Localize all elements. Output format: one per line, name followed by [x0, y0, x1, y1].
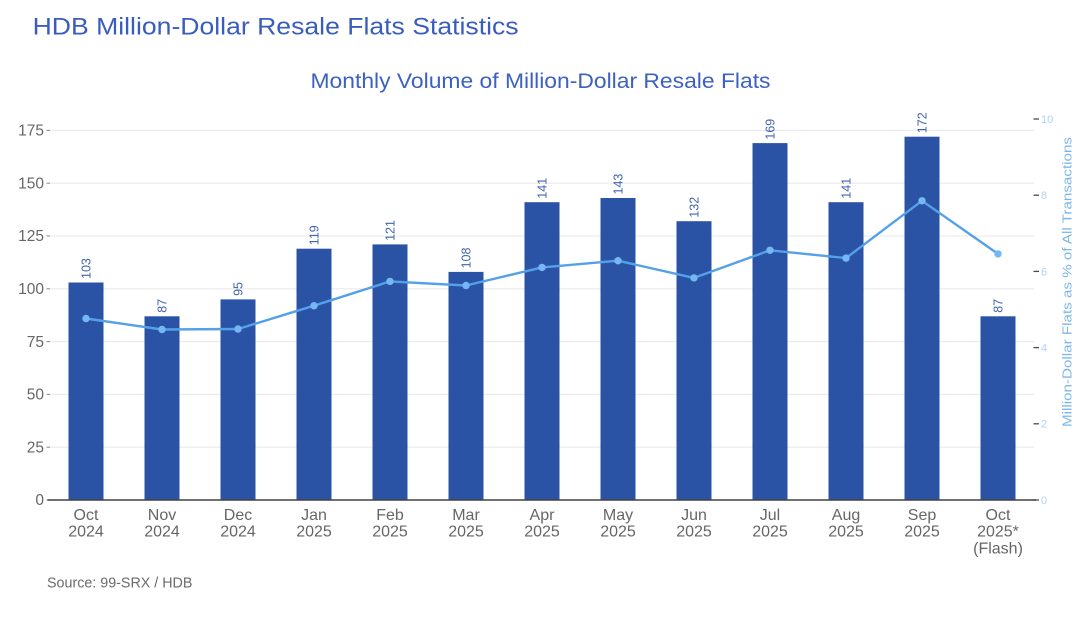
svg-text:2025: 2025	[828, 524, 864, 541]
svg-text:Nov: Nov	[148, 507, 176, 524]
svg-text:Oct: Oct	[986, 507, 1011, 524]
svg-text:Jan: Jan	[301, 507, 327, 524]
svg-text:Monthly Volume of Million-Doll: Monthly Volume of Million-Dollar Resale …	[311, 70, 771, 93]
svg-text:2: 2	[1041, 419, 1047, 431]
svg-text:50: 50	[27, 387, 45, 404]
svg-text:10: 10	[1041, 114, 1053, 126]
svg-text:Source: 99-SRX / HDB: Source: 99-SRX / HDB	[47, 576, 192, 592]
svg-text:2024: 2024	[220, 524, 256, 541]
svg-text:103: 103	[80, 258, 94, 279]
svg-text:169: 169	[764, 119, 778, 140]
svg-text:2025: 2025	[296, 524, 332, 541]
svg-text:(Flash): (Flash)	[973, 541, 1023, 558]
svg-text:Aug: Aug	[832, 507, 860, 524]
svg-text:150: 150	[18, 175, 44, 192]
svg-text:Jun: Jun	[681, 507, 707, 524]
svg-text:87: 87	[992, 299, 1006, 313]
svg-text:HDB Million-Dollar Resale Flat: HDB Million-Dollar Resale Flats Statisti…	[33, 14, 519, 41]
svg-text:175: 175	[18, 123, 44, 140]
svg-text:121: 121	[384, 220, 398, 241]
svg-text:75: 75	[27, 334, 44, 351]
svg-text:2025: 2025	[904, 524, 940, 541]
svg-text:Jul: Jul	[760, 507, 780, 524]
svg-text:125: 125	[18, 228, 44, 245]
svg-text:Oct: Oct	[74, 507, 99, 524]
svg-text:141: 141	[840, 178, 854, 199]
svg-text:Million-Dollar Flats as % of A: Million-Dollar Flats as % of All Transac…	[1061, 137, 1075, 427]
svg-text:8: 8	[1041, 190, 1047, 202]
svg-text:132: 132	[688, 197, 702, 218]
svg-text:2025: 2025	[752, 524, 788, 541]
svg-text:108: 108	[460, 247, 474, 268]
svg-text:100: 100	[18, 281, 44, 298]
svg-text:119: 119	[308, 225, 322, 245]
svg-text:0: 0	[35, 492, 44, 509]
svg-text:2025: 2025	[372, 524, 408, 541]
svg-text:2025: 2025	[676, 524, 712, 541]
svg-text:4: 4	[1041, 343, 1047, 355]
svg-text:Apr: Apr	[530, 507, 556, 524]
svg-text:2025*: 2025*	[977, 524, 1019, 541]
svg-text:2025: 2025	[448, 524, 484, 541]
svg-text:0: 0	[1041, 495, 1047, 507]
svg-text:2024: 2024	[144, 524, 180, 541]
svg-text:6: 6	[1041, 266, 1047, 278]
svg-text:141: 141	[536, 178, 550, 199]
svg-text:Sep: Sep	[908, 507, 937, 524]
svg-text:87: 87	[156, 299, 170, 313]
svg-text:172: 172	[916, 112, 930, 133]
svg-text:May: May	[603, 507, 633, 524]
svg-text:143: 143	[612, 174, 626, 195]
svg-text:Mar: Mar	[452, 507, 480, 524]
svg-text:2025: 2025	[524, 524, 560, 541]
svg-text:Dec: Dec	[224, 507, 252, 524]
svg-text:2025: 2025	[600, 524, 636, 541]
svg-text:25: 25	[27, 439, 44, 456]
svg-text:95: 95	[232, 282, 246, 296]
svg-text:Feb: Feb	[376, 507, 404, 524]
svg-text:2024: 2024	[68, 524, 104, 541]
